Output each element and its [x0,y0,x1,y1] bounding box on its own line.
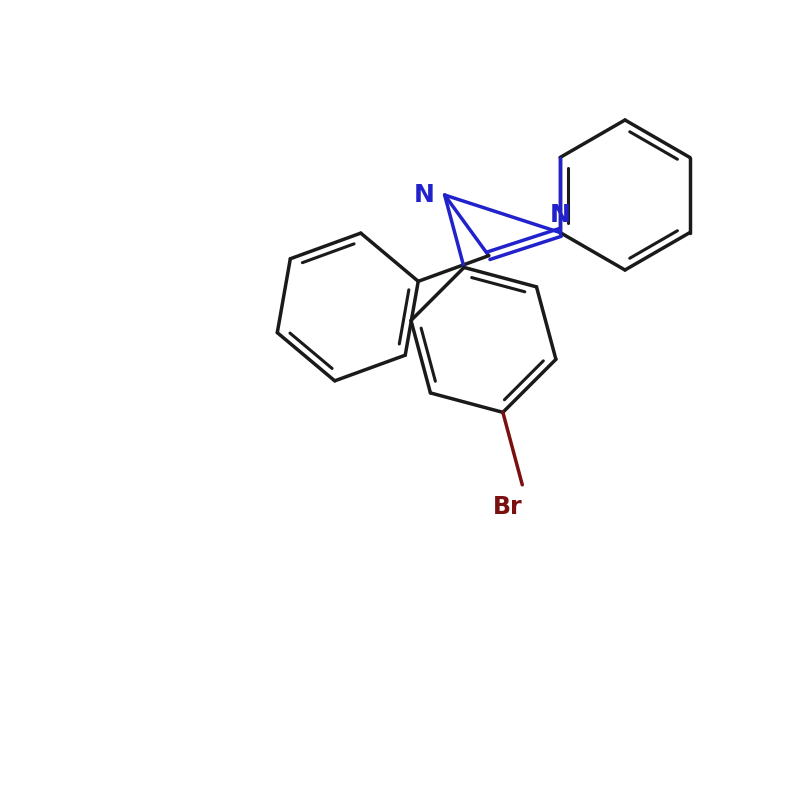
Text: Br: Br [493,494,522,518]
Text: N: N [550,202,570,226]
Text: N: N [414,183,435,207]
